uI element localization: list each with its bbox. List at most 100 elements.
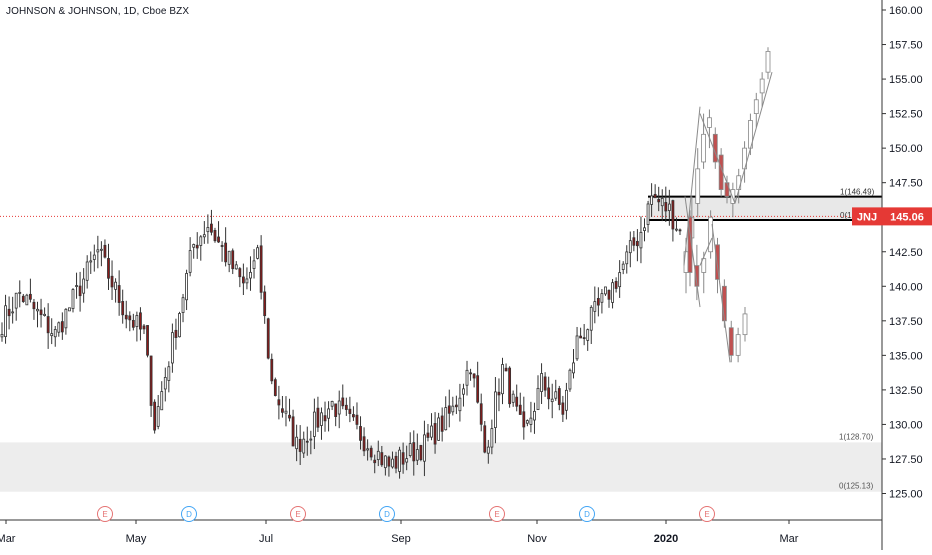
candle-body — [395, 456, 397, 468]
candle-body — [505, 368, 507, 371]
candle-body — [509, 368, 511, 404]
candle-body — [26, 295, 28, 305]
candle-body — [498, 392, 500, 395]
x-tick-label: Jul — [259, 533, 273, 545]
candle-body — [122, 301, 124, 314]
x-tick-label: May — [126, 533, 147, 545]
candle-body — [90, 261, 92, 262]
event-marker-label: D — [584, 510, 590, 519]
candle — [484, 421, 486, 453]
candle-body — [320, 413, 322, 426]
projected-down-candle-body — [709, 217, 713, 252]
candle-body — [516, 397, 518, 406]
y-tick-label: 135.00 — [889, 350, 923, 362]
projected-down-candle-body — [729, 328, 733, 356]
candle-body — [115, 282, 117, 289]
candle-body — [278, 400, 280, 405]
resistance-zone-top-label: 1(146.49) — [840, 188, 875, 197]
event-marker-label: D — [384, 510, 390, 519]
candle-body — [470, 373, 472, 374]
candle-body — [271, 359, 273, 381]
candle-body — [562, 403, 564, 414]
candle-body — [164, 377, 166, 389]
y-tick-label: 142.50 — [889, 247, 923, 259]
candle-body — [65, 309, 67, 327]
candle-body — [207, 227, 209, 231]
candle-body — [601, 294, 603, 303]
projected-down-candle — [709, 210, 713, 258]
candle-body — [345, 405, 347, 409]
candle-body — [672, 201, 674, 229]
candle-body — [161, 392, 163, 410]
candle-body — [399, 450, 401, 471]
candle-body — [633, 238, 635, 246]
candle-body — [416, 450, 418, 461]
candle — [509, 366, 511, 407]
candle-body — [431, 426, 433, 437]
candle-body — [281, 409, 283, 413]
candle — [214, 228, 216, 243]
candle-body — [257, 248, 259, 259]
candle-body — [143, 326, 145, 329]
candle-body — [111, 276, 113, 287]
projected-down-candle-body — [743, 314, 747, 335]
symbol-badge-label: JNJ — [857, 211, 877, 223]
candle-body — [76, 286, 78, 287]
candle-body — [644, 228, 646, 231]
candle-body — [647, 204, 649, 225]
x-tick-label: Sep — [391, 533, 411, 545]
candle-body — [466, 370, 468, 385]
candle-body — [502, 365, 504, 394]
candle-body — [604, 287, 606, 294]
candle-body — [136, 315, 138, 326]
candle-body — [303, 439, 305, 453]
candle-body — [640, 232, 642, 248]
candle-body — [342, 398, 344, 406]
event-marker-label: D — [186, 510, 192, 519]
candle-body — [274, 380, 276, 396]
candle-body — [246, 279, 248, 283]
candle-body — [58, 323, 60, 332]
candle-body — [1, 334, 3, 336]
candle-body — [193, 244, 195, 247]
candle-body — [377, 451, 379, 459]
candle-body — [374, 460, 376, 463]
event-marker-label: E — [494, 510, 499, 519]
y-tick-label: 127.50 — [889, 454, 923, 466]
candle-body — [441, 416, 443, 431]
y-tick-label: 157.50 — [889, 40, 923, 52]
candle-body — [597, 298, 599, 305]
candle-body — [423, 435, 425, 461]
candle-body — [406, 459, 408, 462]
candle-body — [289, 415, 291, 418]
candle-body — [384, 456, 386, 468]
y-tick-label: 160.00 — [889, 5, 923, 17]
candle-body — [182, 298, 184, 313]
candle-body — [328, 409, 330, 418]
event-marker: D — [580, 507, 595, 522]
candle-body — [448, 406, 450, 413]
candle-body — [494, 392, 496, 428]
candle-body — [558, 389, 560, 405]
candle-body — [22, 296, 24, 301]
event-marker-label: E — [102, 510, 107, 519]
projected-candle-body — [754, 100, 758, 114]
candle-body — [168, 367, 170, 381]
chart-title: JOHNSON & JOHNSON, 1D, Cboe BZX — [6, 6, 189, 17]
candle — [68, 308, 70, 311]
candle-body — [324, 416, 326, 421]
candle-body — [537, 388, 539, 409]
candle-body — [491, 429, 493, 447]
projected-candle-body — [760, 79, 764, 93]
candle-body — [675, 229, 677, 230]
candle-body — [125, 315, 127, 319]
resistance-zone-bottom-label: 0(1 — [840, 211, 852, 220]
candle-body — [242, 277, 244, 283]
candle-body — [654, 194, 656, 197]
candle-body — [36, 309, 38, 311]
event-marker-label: E — [295, 510, 300, 519]
candle — [72, 288, 74, 312]
candle-body — [118, 285, 120, 302]
candle-body — [203, 235, 205, 237]
